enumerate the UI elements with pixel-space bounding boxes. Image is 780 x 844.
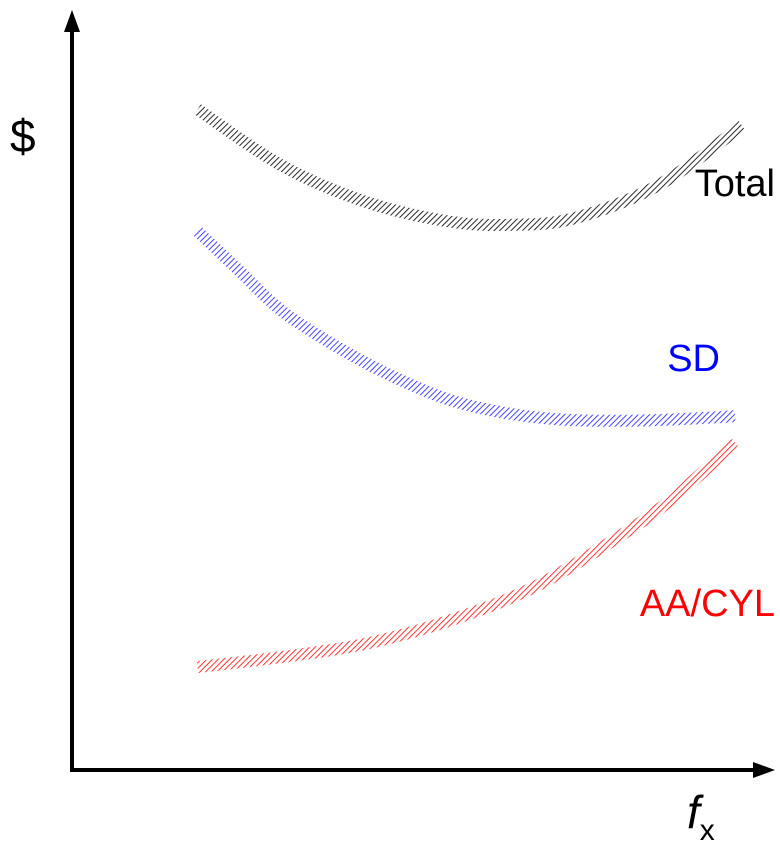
series-line-sd: [193, 227, 736, 427]
series-label-total: Total: [695, 163, 775, 205]
series-label-aa-cyl: AA/CYL: [640, 583, 775, 625]
x-axis-label-main: f: [687, 786, 704, 838]
x-axis-arrow: [753, 762, 775, 778]
x-axis-label: fx: [687, 786, 715, 844]
series-layer: [193, 104, 746, 673]
series-label-sd: SD: [667, 338, 720, 380]
y-axis-arrow: [64, 10, 80, 32]
y-axis-label: $: [10, 110, 36, 162]
series-line-aa-cyl: [196, 438, 740, 673]
x-axis-label-sub: x: [700, 814, 715, 844]
series-line-total: [194, 104, 746, 232]
